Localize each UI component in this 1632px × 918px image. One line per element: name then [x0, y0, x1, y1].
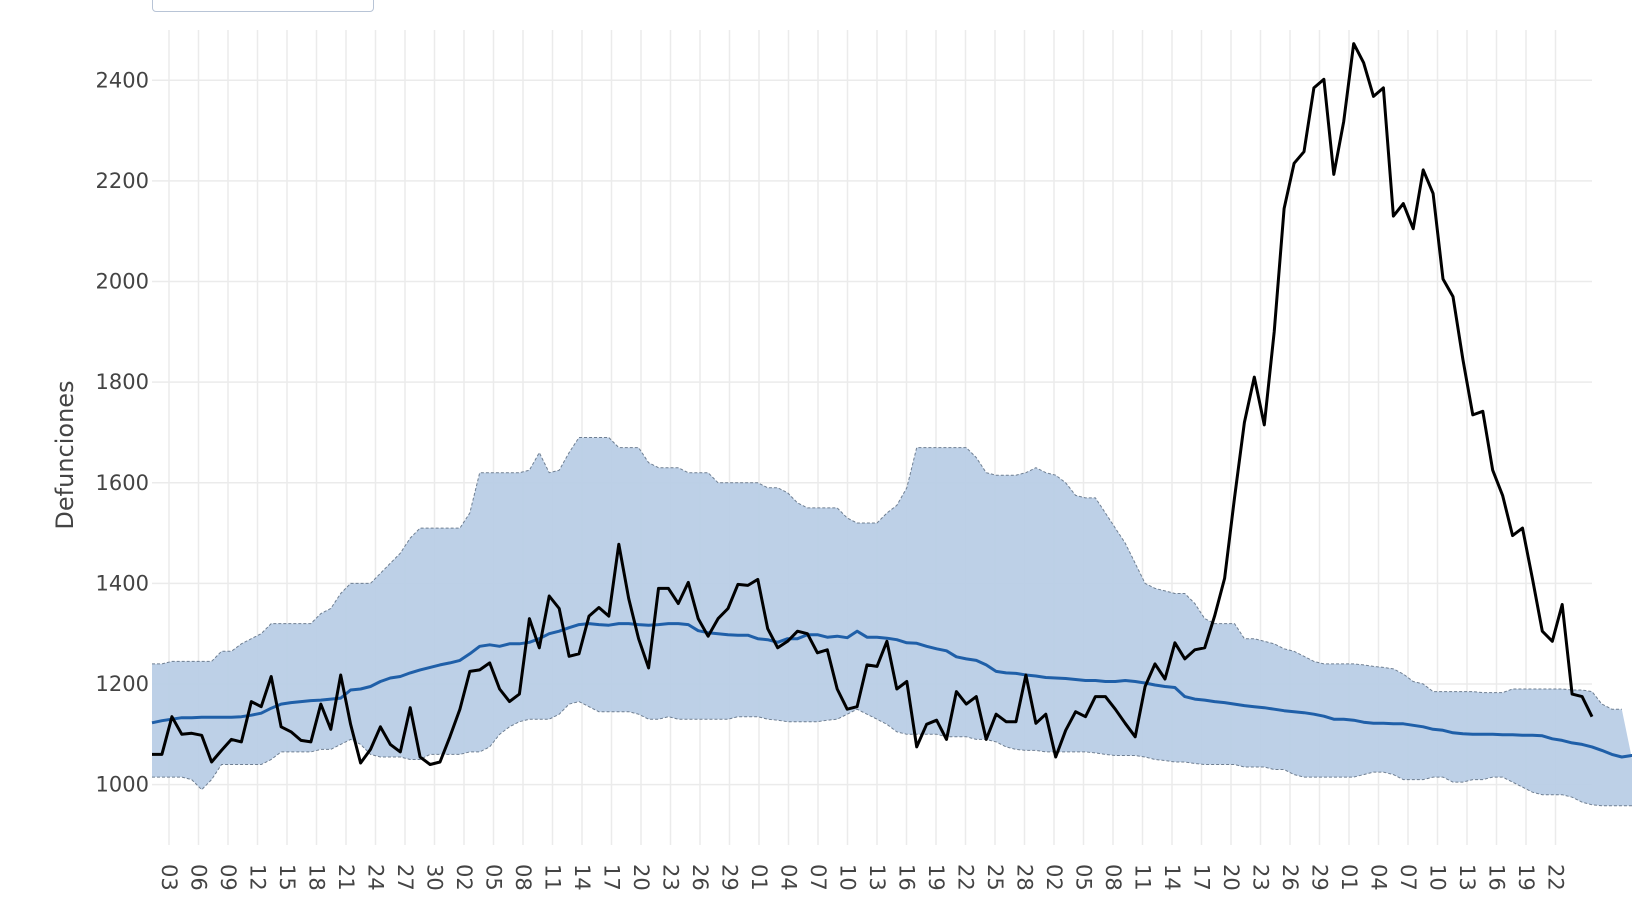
x-tick-label: 11: [541, 864, 565, 891]
x-tick-label: 20: [629, 864, 653, 891]
x-tick-label: 10: [836, 864, 860, 891]
series-lines: [151, 42, 1632, 766]
interval-area: [152, 437, 1632, 806]
x-tick-label: 23: [1249, 864, 1273, 891]
x-tick-label: 10: [1426, 864, 1450, 891]
x-tick-label: 07: [1396, 864, 1420, 891]
y-tick-label: 1400: [96, 571, 149, 595]
x-tick-label: 01: [747, 864, 771, 891]
x-axis-ticks: 03 06 09 12 15 18 21 24 27 30 02 05 08 11 14 17 20 23 26 29…: [157, 864, 1568, 891]
x-tick-label: 23: [659, 864, 683, 891]
x-tick-label: 30: [423, 864, 447, 891]
x-tick-label: 08: [511, 864, 535, 891]
x-tick-label: 05: [482, 864, 506, 891]
x-tick-label: 26: [1278, 864, 1302, 891]
x-tick-label: 16: [895, 864, 919, 891]
x-tick-label: 27: [393, 864, 417, 891]
x-tick-label: 04: [1367, 864, 1391, 891]
y-tick-label: 1600: [96, 471, 149, 495]
x-tick-label: 12: [246, 864, 270, 891]
x-tick-label: 25: [983, 864, 1007, 891]
expected-line: [151, 622, 1632, 759]
x-tick-label: 04: [777, 864, 801, 891]
x-tick-label: 14: [1160, 864, 1184, 891]
y-tick-label: 1800: [96, 370, 149, 394]
x-tick-label: 17: [600, 864, 624, 891]
x-tick-label: 02: [1042, 864, 1066, 891]
x-tick-label: 08: [1101, 864, 1125, 891]
x-tick-label: 07: [806, 864, 830, 891]
x-tick-label: 03: [157, 864, 181, 891]
x-tick-label: 21: [334, 864, 358, 891]
y-tick-label: 2200: [96, 169, 149, 193]
x-tick-label: 01: [1337, 864, 1361, 891]
observed-line: [152, 42, 1594, 766]
x-tick-label: 22: [954, 864, 978, 891]
x-tick-label: 17: [1190, 864, 1214, 891]
y-tick-label: 2000: [96, 270, 149, 294]
x-tick-label: 22: [1544, 864, 1568, 891]
x-tick-label: 28: [1013, 864, 1037, 891]
x-tick-label: 29: [718, 864, 742, 891]
legend-box[interactable]: [152, 0, 374, 12]
x-tick-label: 19: [924, 864, 948, 891]
interval-upper-edge: [152, 437, 1622, 710]
x-tick-label: 16: [1485, 864, 1509, 891]
x-tick-label: 09: [216, 864, 240, 891]
x-tick-label: 29: [1308, 864, 1332, 891]
x-tick-label: 19: [1514, 864, 1538, 891]
x-tick-label: 06: [187, 864, 211, 891]
y-tick-label: 2400: [96, 68, 149, 92]
y-axis-ticks: 1000 1200 1400 1600 1800 2000 2200 2400: [96, 68, 149, 796]
interval-lower-edge: [152, 701, 1632, 807]
x-tick-label: 02: [452, 864, 476, 891]
x-tick-label: 11: [1131, 864, 1155, 891]
x-tick-label: 05: [1072, 864, 1096, 891]
x-tick-label: 14: [570, 864, 594, 891]
x-tick-label: 13: [1455, 864, 1479, 891]
x-tick-label: 26: [688, 864, 712, 891]
x-tick-label: 20: [1219, 864, 1243, 891]
y-tick-label: 1200: [96, 672, 149, 696]
x-tick-label: 24: [364, 864, 388, 891]
y-tick-label: 1000: [96, 773, 149, 797]
interval-band: [152, 437, 1632, 807]
x-tick-label: 18: [305, 864, 329, 891]
x-tick-label: 15: [275, 864, 299, 891]
y-axis-title: Defunciones: [51, 380, 79, 529]
x-tick-label: 13: [865, 864, 889, 891]
